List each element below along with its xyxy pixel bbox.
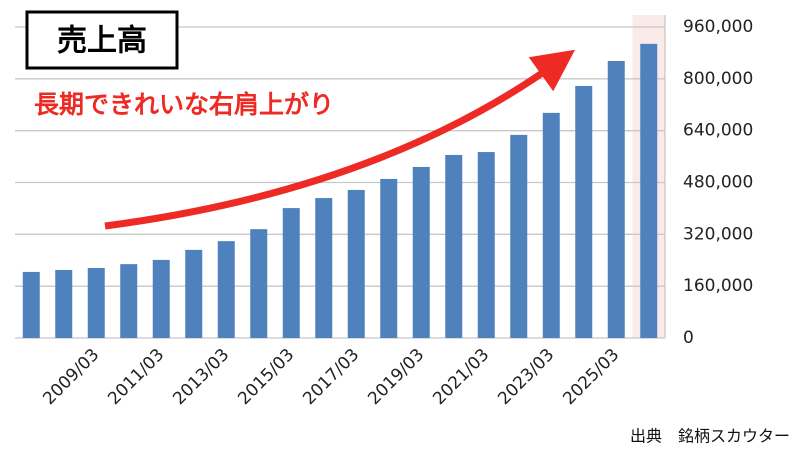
y-tick-label: 160,000: [683, 276, 753, 296]
trend-arrow: [104, 49, 576, 230]
x-tick-label: 2025/03: [559, 345, 623, 409]
x-tick-label: 2021/03: [429, 345, 493, 409]
y-tick-label: 640,000: [683, 121, 753, 141]
bar: [185, 249, 203, 338]
x-tick-label: 2019/03: [364, 345, 428, 409]
bar: [120, 264, 138, 338]
x-tick-label: 2011/03: [104, 345, 168, 409]
bar: [477, 152, 495, 338]
bar: [640, 43, 658, 339]
bar: [55, 269, 73, 338]
bar: [607, 61, 625, 338]
x-tick-label: 2013/03: [169, 345, 233, 409]
chart-title: 売上高: [57, 24, 147, 59]
y-tick-label: 320,000: [683, 224, 753, 244]
bar: [347, 189, 365, 338]
y-tick-label: 480,000: [683, 173, 753, 193]
x-tick-label: 2017/03: [299, 345, 363, 409]
x-tick-label: 2023/03: [494, 345, 558, 409]
source: 出典 銘柄スカウター: [630, 427, 790, 446]
annotation: 長期できれいな右肩上がり: [34, 90, 334, 119]
bar: [510, 134, 528, 338]
y-tick-label: 960,000: [683, 17, 753, 37]
bar: [542, 112, 560, 338]
x-tick-label: 2015/03: [234, 345, 298, 409]
bar: [250, 229, 268, 338]
bar: [22, 271, 40, 338]
title-box: [25, 10, 179, 70]
bar: [412, 166, 430, 338]
plot-front: 0 160,000 320,000 480,000 640,000 800,000 960,…: [22, 17, 753, 409]
x-tick-label: 2009/03: [39, 345, 103, 409]
bar: [380, 178, 398, 338]
bar: [315, 198, 333, 338]
bar: [152, 259, 170, 338]
bar: [217, 241, 235, 338]
bar: [575, 85, 593, 338]
y-tick-label: 0: [683, 328, 694, 348]
bar: [87, 268, 105, 338]
bar: [282, 208, 300, 338]
y-tick-label: 800,000: [683, 69, 753, 89]
bar: [445, 154, 463, 338]
